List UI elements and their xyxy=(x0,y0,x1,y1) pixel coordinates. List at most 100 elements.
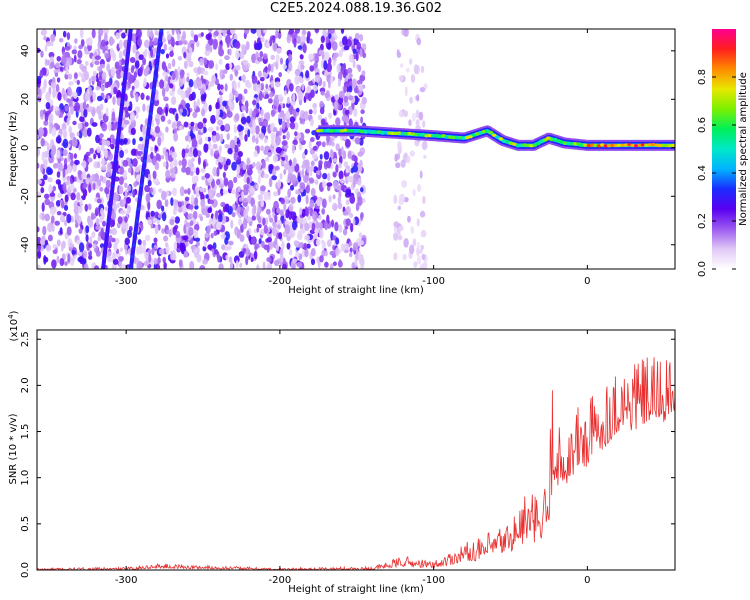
noise-dot xyxy=(50,81,57,90)
noise-dot xyxy=(62,182,67,192)
noise-dot xyxy=(263,137,268,144)
x-tick-label: -200 xyxy=(269,575,292,586)
noise-dot xyxy=(224,55,230,61)
colorbar-tick-label: 0.8 xyxy=(697,69,708,85)
noise-dot xyxy=(177,201,182,208)
noise-dot xyxy=(335,237,340,245)
noise-dot xyxy=(218,59,223,65)
noise-dot xyxy=(72,120,77,126)
noise-dot xyxy=(114,61,120,70)
noise-dot xyxy=(79,29,84,39)
noise-dot xyxy=(129,111,135,122)
noise-dot xyxy=(257,216,262,224)
noise-dot xyxy=(234,135,238,144)
noise-dot xyxy=(57,134,61,144)
noise-dot xyxy=(281,263,287,269)
noise-dot xyxy=(250,237,256,244)
track-dot xyxy=(451,136,456,140)
noise-dot xyxy=(279,248,284,256)
noise-dot xyxy=(136,29,142,39)
noise-dot xyxy=(196,241,200,247)
noise-dot xyxy=(161,132,165,143)
noise-dot xyxy=(170,250,174,261)
noise-dot xyxy=(89,236,93,245)
noise-dot xyxy=(210,114,216,124)
noise-dot xyxy=(255,161,262,171)
noise-dot xyxy=(95,218,100,226)
noise-dot xyxy=(124,188,128,199)
noise-dot xyxy=(332,202,338,211)
noise-dot xyxy=(215,132,220,142)
noise-dot xyxy=(161,61,167,71)
noise-dot xyxy=(171,71,176,81)
noise-dot xyxy=(403,238,409,248)
noise-dot xyxy=(298,133,301,139)
noise-dot xyxy=(208,104,212,112)
track-dot xyxy=(495,135,500,139)
noise-dot xyxy=(416,246,420,257)
noise-dot xyxy=(165,126,169,133)
noise-dot xyxy=(66,117,70,126)
noise-dot xyxy=(201,175,206,181)
noise-dot xyxy=(243,63,249,72)
noise-dot xyxy=(224,123,230,131)
noise-dot xyxy=(150,151,154,160)
noise-dot xyxy=(360,187,364,193)
noise-dot xyxy=(215,101,220,110)
y-tick-label: 1.5 xyxy=(20,424,31,440)
noise-dot xyxy=(64,261,68,266)
noise-dot xyxy=(200,94,206,102)
noise-dot xyxy=(163,43,168,51)
noise-dot xyxy=(133,79,140,89)
noise-dot xyxy=(64,105,70,112)
noise-dot xyxy=(189,260,195,269)
noise-dot xyxy=(215,210,218,220)
track-dot xyxy=(417,133,423,137)
noise-dot xyxy=(359,34,364,42)
noise-dot xyxy=(233,176,238,184)
noise-dot xyxy=(195,186,200,192)
noise-dot xyxy=(202,70,209,76)
noise-dot xyxy=(405,67,410,73)
noise-dot xyxy=(301,208,306,218)
track-dot xyxy=(376,130,382,134)
noise-dot xyxy=(322,180,326,189)
noise-dot xyxy=(84,203,89,212)
noise-dot xyxy=(48,113,54,124)
noise-dot xyxy=(299,110,306,120)
noise-dot xyxy=(165,53,170,59)
noise-dot xyxy=(410,226,415,234)
snr-plot xyxy=(37,357,675,570)
noise-dot xyxy=(119,150,124,158)
noise-dot xyxy=(245,248,251,257)
noise-dot xyxy=(119,247,123,253)
noise-dot xyxy=(54,105,59,112)
noise-dot xyxy=(246,177,250,185)
noise-dot xyxy=(258,238,262,245)
spectrogram-x-label: Height of straight line (km) xyxy=(288,285,424,296)
noise-dot xyxy=(227,179,234,190)
noise-dot xyxy=(236,165,241,175)
noise-dot xyxy=(333,180,339,190)
noise-dot xyxy=(215,221,222,231)
noise-dot xyxy=(168,107,174,114)
noise-dot xyxy=(422,120,426,128)
noise-dot xyxy=(218,32,223,41)
noise-dot xyxy=(329,250,336,256)
noise-dot xyxy=(231,161,238,171)
noise-dot xyxy=(263,173,270,179)
noise-dot xyxy=(167,119,172,125)
noise-dot xyxy=(310,187,316,197)
noise-dot xyxy=(310,248,316,257)
noise-dot xyxy=(109,134,115,140)
noise-dot xyxy=(269,37,273,47)
noise-dot xyxy=(224,237,229,245)
noise-dot xyxy=(246,82,252,89)
noise-dot xyxy=(345,188,352,195)
noise-dot xyxy=(39,69,44,79)
track-dot xyxy=(370,130,375,134)
noise-dot xyxy=(243,184,250,190)
noise-dot xyxy=(290,174,297,184)
noise-dot xyxy=(244,133,248,142)
